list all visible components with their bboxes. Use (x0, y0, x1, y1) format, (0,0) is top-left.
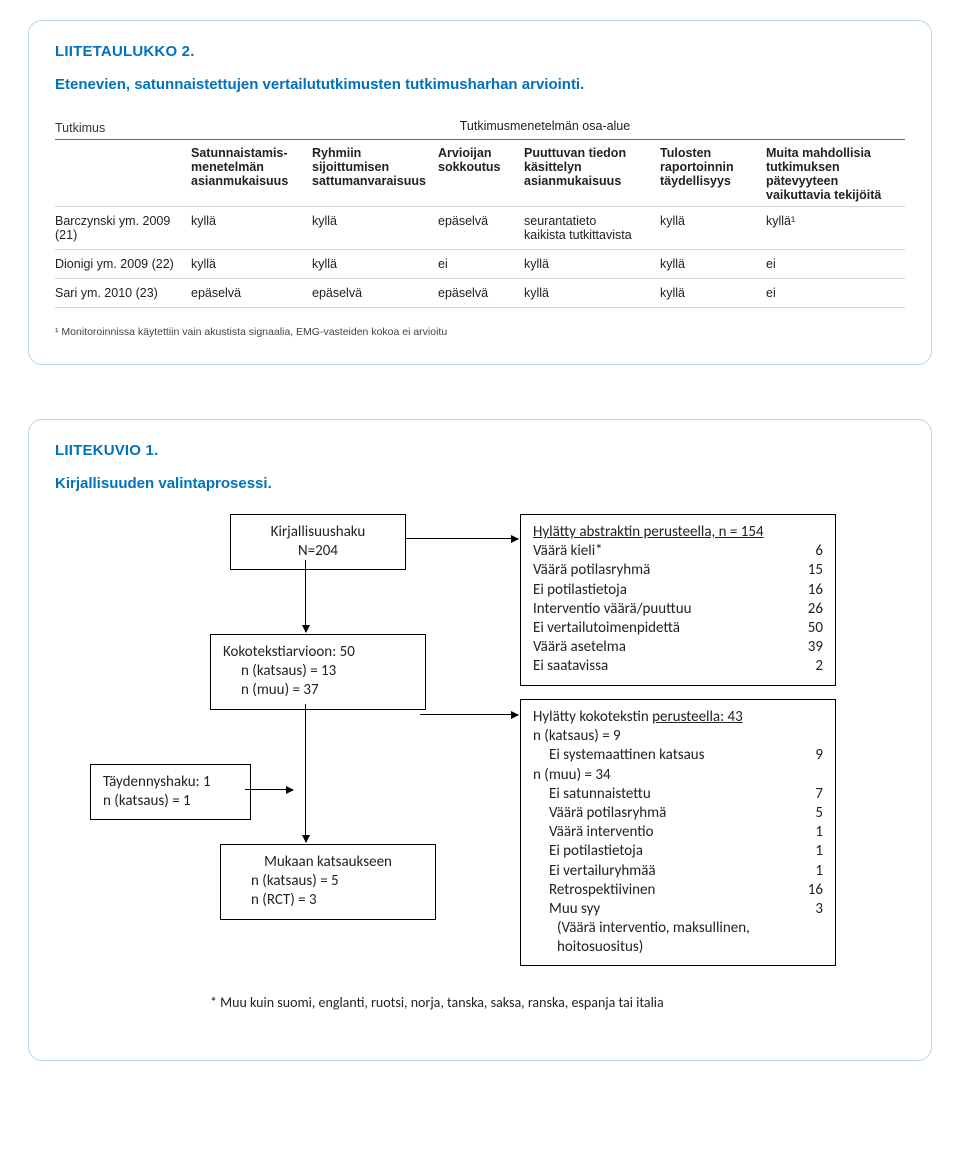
text: n (katsaus) = 5 (233, 872, 423, 891)
list-item: Muu syy3 (533, 900, 823, 919)
col-header: Muita mahdollisia tutkimuksen pätevyytee… (766, 140, 905, 207)
col-header: Satunnaistamis- menetelmän asianmukaisuu… (191, 140, 312, 207)
cell: kyllä (660, 279, 766, 308)
cell: epäselvä (191, 279, 312, 308)
text: perusteella: 43 (652, 708, 743, 726)
list-item: Väärä asetelma39 (533, 638, 823, 657)
cell: ei (438, 250, 524, 279)
arrow-right-icon (420, 714, 518, 715)
text: Kokotekstiarvioon: 50 (223, 643, 413, 662)
list-item: Väärä potilasryhmä5 (533, 804, 823, 823)
text: n (RCT) = 3 (233, 891, 423, 910)
panel1-subtitle: Etenevien, satunnaistettujen vertailutut… (55, 76, 905, 93)
list-item: Retrospektiivinen16 (533, 881, 823, 900)
cell: kyllä¹ (766, 207, 905, 250)
cell: kyllä (660, 207, 766, 250)
text: n (katsaus) = 1 (103, 792, 238, 811)
appendix-table-panel: LIITETAULUKKO 2. Etenevien, satunnaistet… (28, 20, 932, 365)
arrow-down-icon (305, 704, 306, 842)
cell: epäselvä (312, 279, 438, 308)
cell: kyllä (524, 250, 660, 279)
flow-box-f: Hylätty kokotekstin perusteella: 43 n (k… (520, 699, 836, 966)
text: Mukaan katsaukseen (233, 853, 423, 872)
text: Kirjallisuushaku (243, 523, 393, 542)
col-header: Ryhmiin sijoittumisen sattumanvaraisuus (312, 140, 438, 207)
list-item: Ei vertailuryhmää1 (533, 862, 823, 881)
cell: epäselvä (438, 279, 524, 308)
text: Hylätty kokotekstin (533, 708, 652, 726)
list-item: Ei potilastietoja16 (533, 581, 823, 600)
bias-table: Tutkimus Tutkimusmenetelmän osa-alue Sat… (55, 115, 905, 308)
flow-box-e: Hylätty abstraktin perusteella, n = 154 … (520, 514, 836, 686)
list-item: Ei potilastietoja1 (533, 842, 823, 861)
cell: epäselvä (438, 207, 524, 250)
col-header: Tulosten raportoinnin täydellisyys (660, 140, 766, 207)
arrow-down-icon (305, 560, 306, 632)
col-header: Arvioijan sokkoutus (438, 140, 524, 207)
table-group-label: Tutkimusmenetelmän osa-alue (191, 115, 905, 140)
arrow-right-icon (245, 789, 293, 790)
panel1-title: LIITETAULUKKO 2. (55, 43, 905, 60)
cell: kyllä (191, 250, 312, 279)
list-item: Väärä interventio1 (533, 823, 823, 842)
list-item: Interventio väärä/puuttuu26 (533, 600, 823, 619)
col-header: Puuttuvan tiedon käsittelyn asianmukaisu… (524, 140, 660, 207)
table-firstcol-label: Tutkimus (55, 115, 191, 140)
text: (Väärä interventio, maksullinen, hoitosu… (533, 919, 823, 957)
panel2-subtitle: Kirjallisuuden valintaprosessi. (55, 475, 905, 492)
flow-footnote: * Muu kuin suomi, englanti, ruotsi, norj… (210, 994, 664, 1012)
flow-box-b: Kokotekstiarvioon: 50 n (katsaus) = 13 n… (210, 634, 426, 710)
list-item: Väärä potilasryhmä15 (533, 561, 823, 580)
text: 9 (815, 746, 823, 765)
text: Täydennyshaku: 1 (103, 773, 238, 792)
flowchart: Kirjallisuushaku N=204 Kokotekstiarvioon… (90, 514, 870, 1034)
appendix-figure-panel: LIITEKUVIO 1. Kirjallisuuden valintapros… (28, 419, 932, 1061)
cell: ei (766, 279, 905, 308)
study-cell: Sari ym. 2010 (23) (55, 279, 191, 308)
flow-box-a: Kirjallisuushaku N=204 (230, 514, 406, 570)
cell: kyllä (312, 250, 438, 279)
list-item: Väärä kieli*6 (533, 542, 823, 561)
study-cell: Dionigi ym. 2009 (22) (55, 250, 191, 279)
panel1-footnote: ¹ Monitoroinnissa käytettiin vain akusti… (55, 326, 905, 338)
text: n (katsaus) = 13 (223, 662, 413, 681)
cell: kyllä (312, 207, 438, 250)
flow-box-c: Täydennyshaku: 1 n (katsaus) = 1 (90, 764, 251, 820)
text: Ei systemaattinen katsaus (549, 746, 705, 765)
text: n (katsaus) = 9 (533, 727, 823, 746)
cell: ei (766, 250, 905, 279)
cell: kyllä (524, 279, 660, 308)
arrow-right-icon (406, 538, 518, 539)
list-item: Ei vertailutoimenpidettä50 (533, 619, 823, 638)
cell: kyllä (191, 207, 312, 250)
text: N=204 (243, 542, 393, 561)
cell: seurantatieto kaikista tutkittavista (524, 207, 660, 250)
flow-box-d: Mukaan katsaukseen n (katsaus) = 5 n (RC… (220, 844, 436, 920)
panel2-title: LIITEKUVIO 1. (55, 442, 905, 459)
list-item: Ei satunnaistettu7 (533, 785, 823, 804)
text: n (muu) = 37 (223, 681, 413, 700)
box-e-title: Hylätty abstraktin perusteella, n = 154 (533, 523, 823, 542)
text: n (muu) = 34 (533, 766, 823, 785)
list-item: Ei saatavissa2 (533, 657, 823, 676)
study-cell: Barczynski ym. 2009 (21) (55, 207, 191, 250)
cell: kyllä (660, 250, 766, 279)
